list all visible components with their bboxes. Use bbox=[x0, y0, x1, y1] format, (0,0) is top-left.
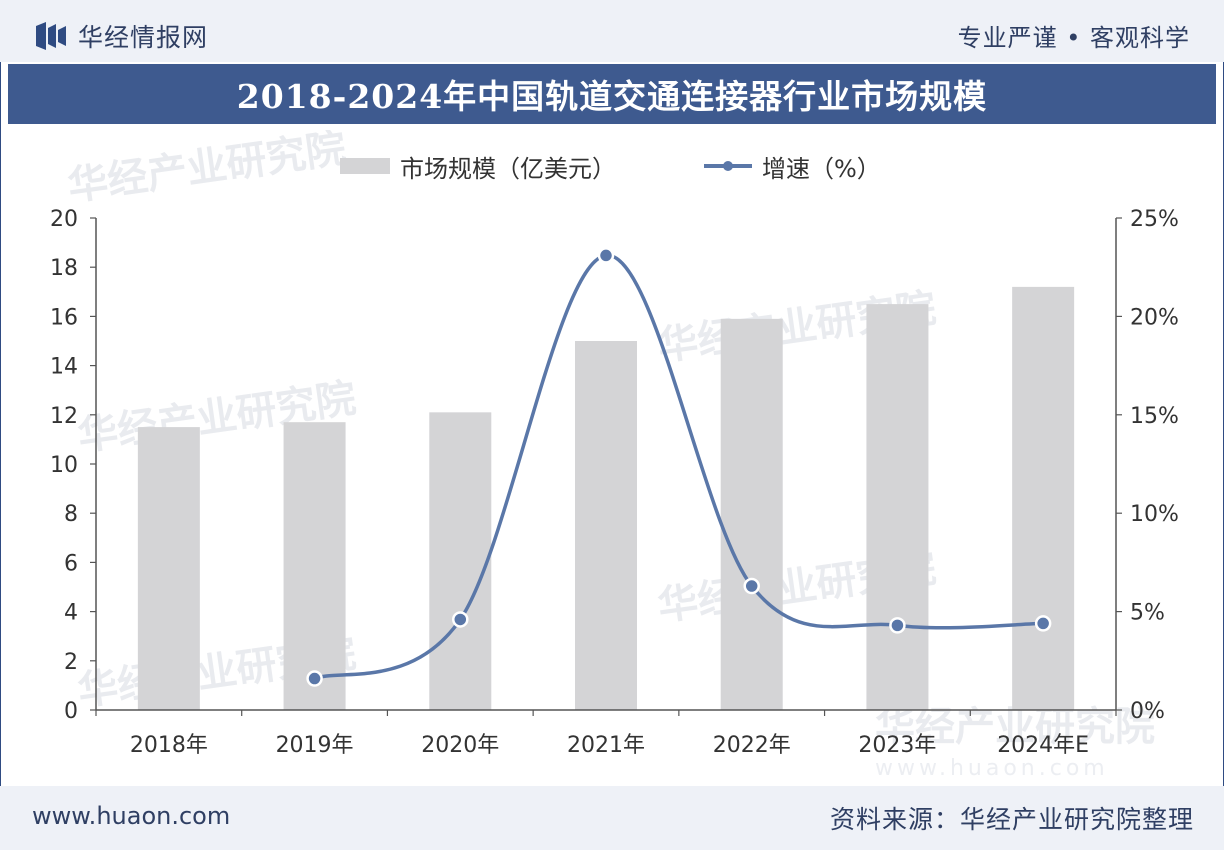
left-tick-label: 4 bbox=[64, 601, 78, 626]
x-tick-label: 2021年 bbox=[567, 733, 645, 758]
left-tick-label: 6 bbox=[64, 551, 78, 576]
bar bbox=[283, 422, 346, 710]
bar bbox=[137, 427, 200, 710]
legend-bar-label: 市场规模（亿美元） bbox=[400, 155, 616, 183]
growth-point bbox=[743, 577, 760, 595]
footer-url: www.huaon.com bbox=[32, 802, 231, 830]
watermark-text: 华经产业研究院 bbox=[65, 130, 349, 210]
bar bbox=[575, 341, 637, 710]
x-tick-label: 2023年 bbox=[858, 733, 936, 758]
bar bbox=[1012, 286, 1075, 710]
footer-source: 资料来源：华经产业研究院整理 bbox=[829, 805, 1194, 834]
x-tick-label: 2018年 bbox=[130, 733, 208, 758]
legend-line-label: 增速（%） bbox=[762, 155, 881, 183]
x-tick-label: 2020年 bbox=[421, 733, 499, 758]
watermark-url: www.huaon.com bbox=[875, 756, 1109, 781]
bar bbox=[866, 304, 929, 710]
legend-line-marker bbox=[723, 161, 733, 171]
right-tick-label: 5% bbox=[1130, 601, 1165, 626]
right-tick-label: 25% bbox=[1130, 207, 1179, 232]
right-tick-label: 0% bbox=[1130, 699, 1165, 724]
right-tick-label: 15% bbox=[1130, 404, 1179, 429]
x-tick-label: 2019年 bbox=[276, 733, 354, 758]
footer-bar: www.huaon.com 资料来源：华经产业研究院整理 bbox=[0, 786, 1224, 850]
left-tick-label: 18 bbox=[50, 256, 78, 281]
left-tick-label: 12 bbox=[50, 404, 78, 429]
right-tick-label: 10% bbox=[1130, 502, 1179, 527]
right-tick-label: 20% bbox=[1130, 305, 1179, 330]
growth-point bbox=[306, 670, 323, 687]
brand-slogan: 专业严谨 • 客观科学 bbox=[957, 24, 1190, 52]
brand-name: 华经情报网 bbox=[78, 23, 209, 52]
plot: 0 2 4 6 8 10 12 14 16 18 20 0% 5% 10% 15% 20% 25% 2018年 20… bbox=[50, 207, 1179, 758]
x-tick-label: 2024年E bbox=[997, 733, 1089, 758]
left-tick-label: 14 bbox=[50, 355, 78, 380]
chart-title: 2018-2024年中国轨道交通连接器行业市场规模 bbox=[236, 77, 988, 116]
left-tick-label: 8 bbox=[64, 502, 78, 527]
left-tick-label: 0 bbox=[64, 699, 78, 724]
legend-bar-swatch bbox=[340, 158, 390, 174]
huajing-logo-icon bbox=[36, 22, 66, 50]
growth-point bbox=[452, 611, 469, 628]
left-tick-label: 16 bbox=[50, 305, 78, 330]
legend: 市场规模（亿美元） 增速（%） bbox=[340, 155, 881, 183]
bar bbox=[429, 412, 492, 710]
left-tick-label: 20 bbox=[50, 207, 78, 232]
brand-bar: 华经情报网 专业严谨 • 客观科学 bbox=[0, 0, 1224, 62]
left-tick-label: 10 bbox=[50, 453, 78, 478]
chart-area: 华经产业研究院 华经产业研究院 华经产业研究院 华经产业研究院 华经产业研究院 … bbox=[50, 130, 1179, 781]
x-tick-label: 2022年 bbox=[713, 733, 791, 758]
growth-point bbox=[597, 247, 615, 264]
growth-point bbox=[1034, 615, 1052, 632]
watermark-text: 华经产业研究院 bbox=[875, 704, 1155, 750]
title-bar: 2018-2024年中国轨道交通连接器行业市场规模 bbox=[8, 64, 1216, 124]
bar bbox=[720, 318, 783, 710]
left-tick-label: 2 bbox=[64, 650, 78, 675]
growth-point bbox=[889, 617, 906, 634]
